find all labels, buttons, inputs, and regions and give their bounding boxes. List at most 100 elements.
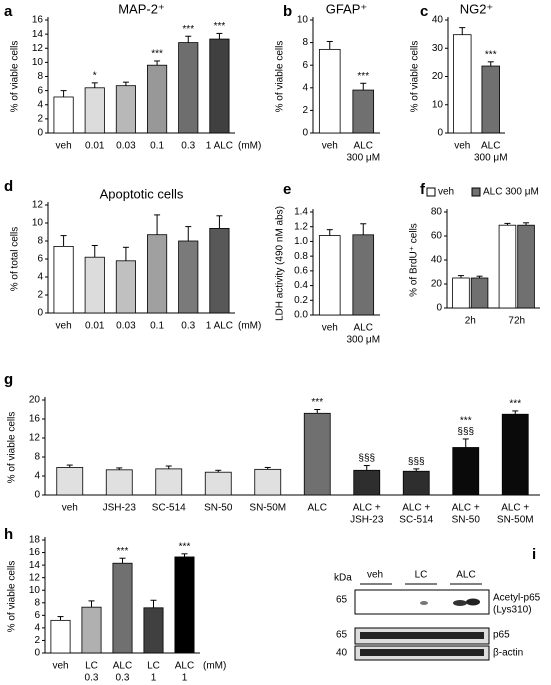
y-tick-label: 8	[37, 71, 43, 82]
legend-swatch	[471, 187, 481, 197]
x-unit: (mM)	[238, 321, 261, 332]
band-label: p65	[493, 630, 510, 641]
y-tick-label: 18	[29, 535, 41, 546]
bar	[453, 34, 472, 134]
annotation: §§§	[358, 453, 375, 464]
panel-letter: e	[283, 181, 291, 198]
x-tick-label: 72h	[508, 316, 525, 327]
y-tick-label: 0.6	[294, 265, 308, 276]
y-tick-label: 10	[32, 218, 44, 229]
y-tick-label: 30	[432, 43, 444, 54]
marker-label: 65	[336, 595, 348, 606]
x-tick-label: JSH-23	[103, 503, 137, 514]
bar	[147, 64, 168, 134]
x-tick-label: veh	[322, 323, 338, 334]
panel-letter: g	[4, 371, 13, 388]
bar	[209, 227, 230, 314]
legend-label: ALC 300 μM	[483, 187, 539, 198]
y-tick-label: 12	[29, 433, 41, 444]
bar	[115, 85, 136, 134]
bar	[353, 469, 381, 496]
annotation: *	[93, 70, 97, 81]
panel-letter: d	[4, 178, 13, 195]
lane-label: LC	[415, 570, 428, 581]
x-tick-label: 0.03	[116, 321, 136, 332]
y-tick-label: 12	[32, 200, 44, 211]
y-tick-label: 0.8	[294, 251, 308, 262]
band-label: Acetyl-p65	[493, 593, 541, 604]
bar	[452, 447, 480, 496]
y-tick-label: 16	[32, 15, 44, 26]
x-tick-label: LC	[85, 661, 98, 672]
bar	[352, 234, 375, 316]
x-tick-label: 1	[182, 673, 188, 684]
x-tick-label: veh	[322, 141, 338, 152]
annotation: ***	[311, 397, 323, 408]
x-tick-label: 0.3	[181, 141, 195, 152]
x-tick-label: 0.3	[181, 321, 195, 332]
x-tick-label: SN-50M	[497, 515, 534, 526]
annotation: ***	[460, 416, 472, 427]
chart-title: MAP-2⁺	[118, 1, 165, 16]
annotation: ***	[485, 49, 497, 60]
x-unit: (mM)	[203, 661, 226, 672]
bar	[174, 556, 195, 654]
x-tick-label: 0.03	[116, 141, 136, 152]
x-tick-label: ALC	[481, 141, 500, 152]
x-tick-label: ALC	[175, 661, 194, 672]
band	[420, 601, 428, 605]
blot-panel: i kDa veh LC ALC 65 65 40 Acetyl-p65 (Ly…	[334, 546, 541, 661]
lane-label: ALC	[456, 570, 475, 581]
marker-label: 65	[336, 630, 348, 641]
band	[360, 632, 484, 639]
bar	[318, 235, 341, 316]
legend-swatch	[426, 187, 436, 197]
y-axis-label: % of viable cells	[275, 41, 286, 113]
panel-letter: b	[283, 3, 292, 20]
x-tick-label: ALC	[354, 323, 373, 334]
bar	[115, 260, 136, 314]
y-tick-label: 0	[37, 308, 43, 319]
x-tick-label: 1 ALC	[206, 321, 233, 332]
x-tick-label: veh	[454, 141, 470, 152]
bar	[147, 234, 168, 314]
y-tick-label: 10	[29, 585, 41, 596]
y-axis-label: % of BrdU⁺ cells	[409, 223, 420, 297]
bar	[178, 42, 199, 134]
y-tick-label: 16	[29, 414, 41, 425]
y-tick-label: 0	[34, 490, 40, 501]
x-tick-label: ALC	[354, 141, 373, 152]
x-tick-label: 300 μM	[346, 153, 380, 164]
x-tick-label: ALC +	[402, 503, 430, 514]
y-tick-label: 2	[34, 635, 40, 646]
panel-letter: h	[4, 526, 13, 543]
y-tick-label: 40	[431, 255, 443, 266]
x-tick-label: SC-514	[399, 515, 433, 526]
y-tick-label: 0	[436, 303, 442, 314]
y-tick-label: 0	[34, 648, 40, 659]
y-axis-label: % of viable cells	[7, 412, 18, 484]
band	[453, 600, 467, 606]
bar	[402, 470, 430, 496]
y-tick-label: 6	[34, 610, 40, 621]
y-tick-label: 1.0	[294, 236, 308, 247]
y-tick-label: 1.2	[294, 221, 308, 232]
y-tick-label: 14	[32, 29, 44, 40]
annotation: ***	[509, 399, 521, 410]
x-tick-label: 1 ALC	[206, 141, 233, 152]
annotation: ***	[182, 24, 194, 35]
y-tick-label: 8	[37, 236, 43, 247]
bar	[56, 467, 84, 496]
y-axis-label: % of viable cells	[10, 41, 21, 113]
bar	[53, 96, 74, 134]
bar	[84, 87, 105, 134]
annotation: §§§	[457, 427, 474, 438]
annotation: ***	[179, 541, 191, 552]
x-tick-label: ALC +	[501, 503, 529, 514]
bar	[50, 619, 71, 654]
bar	[84, 256, 105, 314]
bar	[501, 413, 529, 496]
band	[466, 598, 480, 606]
x-tick-label: SN-50	[452, 515, 481, 526]
